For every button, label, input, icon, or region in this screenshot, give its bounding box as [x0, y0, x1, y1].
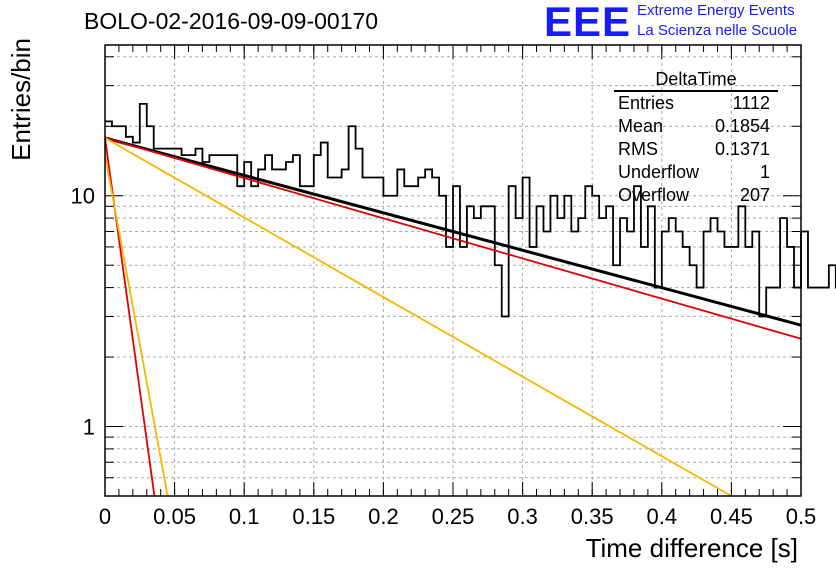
x-tick-label: 0.15: [292, 504, 335, 529]
fit-curve: [104, 136, 802, 327]
x-tick-label: 0.2: [368, 504, 399, 529]
x-tick-label: 0.35: [571, 504, 614, 529]
x-tick-label: 0.4: [647, 504, 678, 529]
x-tick-label: 0.25: [432, 504, 475, 529]
stats-value: 207: [739, 185, 770, 205]
y-tick-label: 10: [71, 184, 95, 209]
x-tick-label: 0.5: [786, 504, 817, 529]
fit-curve: [104, 154, 169, 497]
stats-key: Entries: [618, 93, 675, 113]
fit-curve: [104, 137, 732, 497]
x-tick-labels: 0 0.05 0.1 0.15 0.2 0.25 0.3 0.35 0.4 0.45 0.5: [99, 504, 816, 529]
stats-row-entries: Entries 1112: [610, 92, 778, 115]
stats-value: 0.1371: [714, 139, 770, 159]
y-tick-labels: 1 10: [71, 184, 95, 440]
stats-row-rms: RMS 0.1371: [610, 138, 778, 161]
x-tick-label: 0.3: [507, 504, 538, 529]
y-axis-label: Entries/bin: [6, 38, 36, 161]
x-tick-label: 0.1: [229, 504, 260, 529]
histogram-bars: [105, 103, 836, 318]
stats-row-overflow: Overflow 207: [610, 184, 778, 207]
stats-value: 0.1854: [714, 116, 770, 136]
stats-value: 1: [759, 162, 770, 182]
stats-key: Mean: [618, 116, 664, 136]
stats-key: Underflow: [618, 162, 700, 182]
stats-key: RMS: [618, 139, 658, 159]
chart-title: BOLO-02-2016-09-09-00170: [84, 8, 379, 34]
eee-logo: EEE: [544, 0, 632, 45]
plot-frame: [104, 44, 802, 497]
x-tick-label: 0.05: [153, 504, 196, 529]
logo-line-2: La Scienza nelle Scuole: [637, 22, 798, 39]
fit-curve: [104, 137, 802, 340]
x-axis-label: Time difference [s]: [586, 533, 798, 563]
stats-key: Overflow: [618, 185, 690, 205]
histogram-outline: [105, 103, 836, 318]
x-tick-label: 0: [99, 504, 111, 529]
stats-title: DeltaTime: [614, 68, 778, 92]
stats-box: DeltaTime Entries 1112 Mean 0.1854 RMS 0…: [610, 68, 778, 207]
x-tick-label: 0.45: [710, 504, 753, 529]
stats-row-mean: Mean 0.1854: [610, 115, 778, 138]
fit-curves: [104, 136, 802, 497]
logo-line-1: Extreme Energy Events: [637, 2, 795, 19]
y-tick-label: 1: [83, 415, 95, 440]
stats-value: 1112: [732, 93, 770, 113]
stats-row-underflow: Underflow 1: [610, 161, 778, 184]
